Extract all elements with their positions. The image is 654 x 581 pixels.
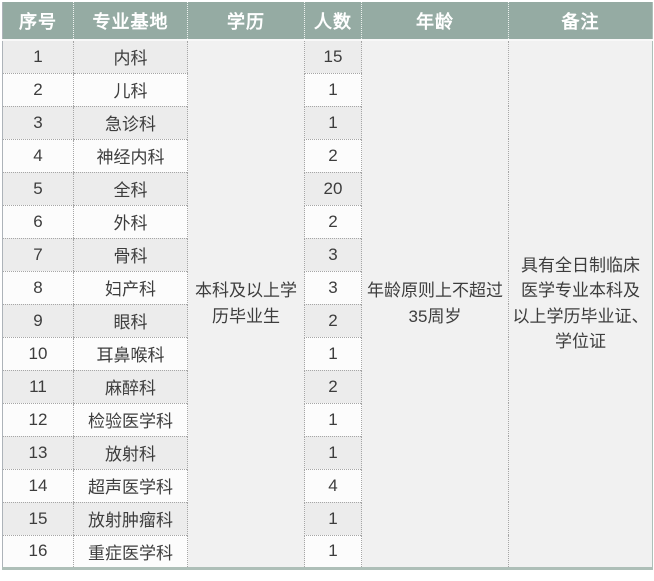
- seq-cell: 11: [2, 370, 74, 404]
- seq-cell: 14: [2, 469, 74, 503]
- count-cell: 1: [304, 403, 362, 437]
- age-merged-cell: 年龄原则上不超过 35周岁: [361, 40, 509, 568]
- table-row: 16 重症医学科 1: [2, 535, 653, 569]
- col-header-education: 学历: [187, 2, 305, 41]
- count-cell: 2: [304, 139, 362, 173]
- seq-cell: 5: [2, 172, 74, 206]
- table-row: 1 内科 本科及以上学 历毕业生 15 年龄原则上不超过 35周岁 具有全日制临…: [2, 40, 653, 568]
- count-cell: 1: [304, 535, 362, 569]
- seq-cell: 10: [2, 337, 74, 371]
- seq-cell: 12: [2, 403, 74, 437]
- education-merged-cell: 本科及以上学 历毕业生: [187, 40, 305, 568]
- specialty-cell: 眼科: [73, 304, 188, 338]
- specialty-cell: 超声医学科: [73, 469, 188, 503]
- col-header-remark: 备注: [508, 2, 653, 41]
- count-cell: 1: [304, 73, 362, 107]
- specialty-cell: 内科: [73, 40, 188, 74]
- specialty-cell: 检验医学科: [73, 403, 188, 437]
- count-cell: 1: [304, 436, 362, 470]
- seq-cell: 9: [2, 304, 74, 338]
- recruitment-table: 序号 专业基地 学历 人数 年龄 备注 1 内科 本科及以上学 历毕业生 15 …: [2, 2, 653, 570]
- remark-merged-cell: 具有全日制临床 医学专业本科及 以上学历毕业证、 学位证: [508, 40, 653, 568]
- table-row: 6 外科 2: [2, 205, 653, 239]
- col-header-seq: 序号: [2, 2, 74, 41]
- table-row: 10 耳鼻喉科 1: [2, 337, 653, 371]
- count-cell: 15: [304, 40, 362, 74]
- table-row: 15 放射肿瘤科 1: [2, 502, 653, 536]
- col-header-specialty: 专业基地: [73, 2, 188, 41]
- table-row: 12 检验医学科 1: [2, 403, 653, 437]
- count-cell: 1: [304, 337, 362, 371]
- table-row: 5 全科 20: [2, 172, 653, 206]
- specialty-cell: 外科: [73, 205, 188, 239]
- seq-cell: 16: [2, 535, 74, 569]
- seq-cell: 2: [2, 73, 74, 107]
- count-cell: 3: [304, 271, 362, 305]
- seq-cell: 4: [2, 139, 74, 173]
- table-row: 11 麻醉科 2: [2, 370, 653, 404]
- seq-cell: 1: [2, 40, 74, 74]
- count-cell: 4: [304, 469, 362, 503]
- col-header-age: 年龄: [361, 2, 509, 41]
- specialty-cell: 麻醉科: [73, 370, 188, 404]
- count-cell: 1: [304, 106, 362, 140]
- header-row: 序号 专业基地 学历 人数 年龄 备注: [2, 2, 653, 41]
- col-header-count: 人数: [304, 2, 362, 41]
- specialty-cell: 妇产科: [73, 271, 188, 305]
- specialty-cell: 神经内科: [73, 139, 188, 173]
- count-cell: 1: [304, 502, 362, 536]
- table-row: 8 妇产科 3: [2, 271, 653, 305]
- table-row: 9 眼科 2: [2, 304, 653, 338]
- table-row: 2 儿科 1: [2, 73, 653, 107]
- seq-cell: 15: [2, 502, 74, 536]
- count-cell: 3: [304, 238, 362, 272]
- count-cell: 2: [304, 205, 362, 239]
- specialty-cell: 重症医学科: [73, 535, 188, 569]
- table-row: 4 神经内科 2: [2, 139, 653, 173]
- specialty-cell: 儿科: [73, 73, 188, 107]
- specialty-cell: 放射科: [73, 436, 188, 470]
- seq-cell: 8: [2, 271, 74, 305]
- table-row: 7 骨科 3: [2, 238, 653, 272]
- table-row: 14 超声医学科 4: [2, 469, 653, 503]
- specialty-cell: 骨科: [73, 238, 188, 272]
- seq-cell: 13: [2, 436, 74, 470]
- specialty-cell: 耳鼻喉科: [73, 337, 188, 371]
- count-cell: 20: [304, 172, 362, 206]
- count-cell: 2: [304, 370, 362, 404]
- table-row: 13 放射科 1: [2, 436, 653, 470]
- specialty-cell: 全科: [73, 172, 188, 206]
- seq-cell: 7: [2, 238, 74, 272]
- table-row: 3 急诊科 1: [2, 106, 653, 140]
- specialty-cell: 急诊科: [73, 106, 188, 140]
- seq-cell: 6: [2, 205, 74, 239]
- count-cell: 2: [304, 304, 362, 338]
- specialty-cell: 放射肿瘤科: [73, 502, 188, 536]
- seq-cell: 3: [2, 106, 74, 140]
